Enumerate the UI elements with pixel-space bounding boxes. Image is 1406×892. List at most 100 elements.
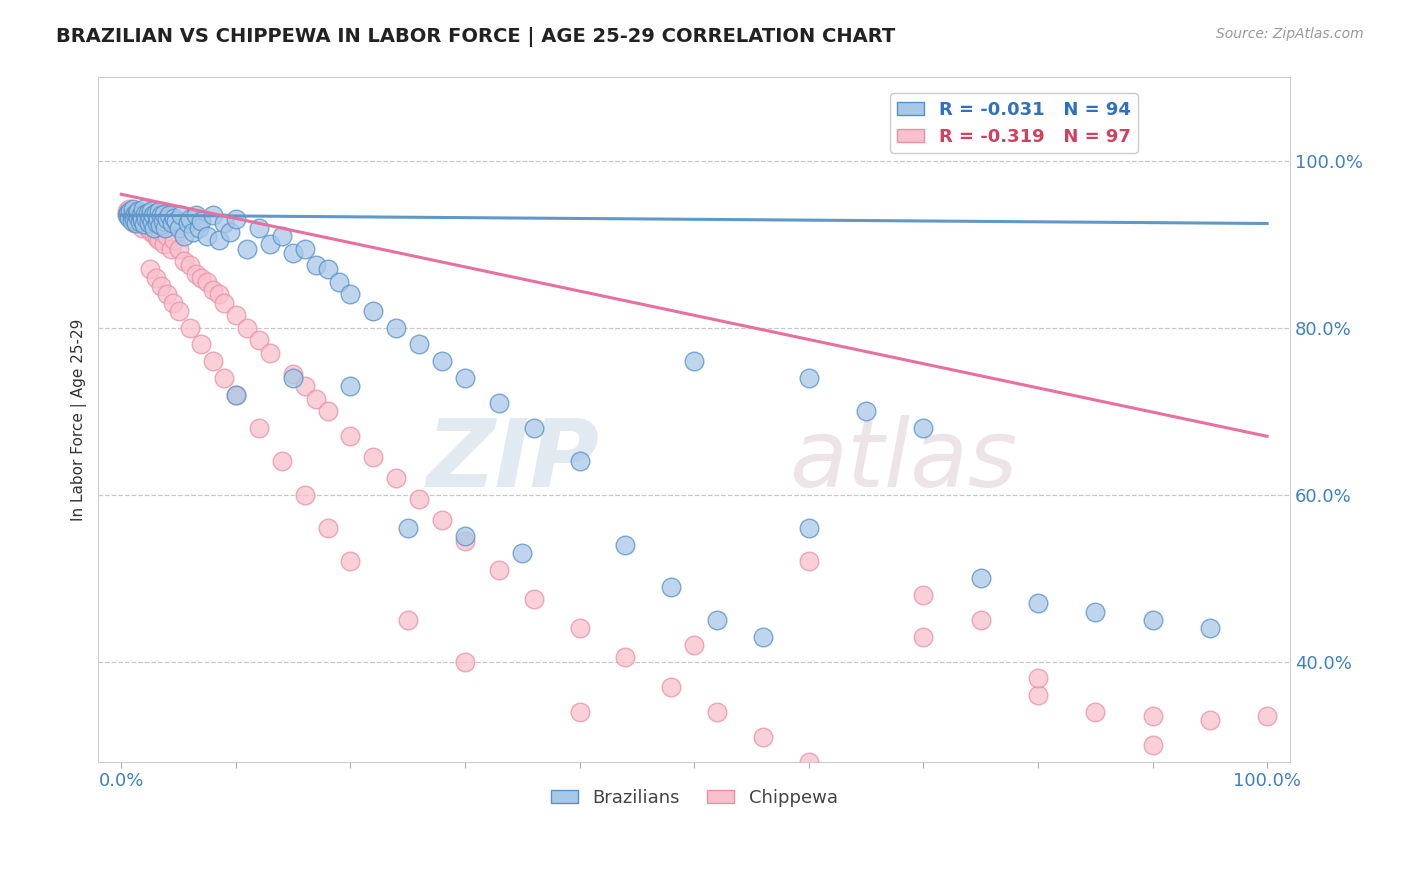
Point: [568, 621, 591, 635]
Point: [294, 488, 316, 502]
Point: [797, 755, 820, 769]
Point: [146, 217, 169, 231]
Point: [139, 204, 162, 219]
Point: [134, 205, 156, 219]
Point: [179, 320, 201, 334]
Point: [208, 287, 231, 301]
Point: [683, 638, 706, 652]
Point: [363, 450, 385, 465]
Point: [139, 210, 162, 224]
Point: [225, 387, 247, 401]
Point: [339, 429, 361, 443]
Text: Source: ZipAtlas.com: Source: ZipAtlas.com: [1216, 27, 1364, 41]
Point: [163, 233, 186, 247]
Point: [127, 204, 149, 219]
Point: [121, 212, 143, 227]
Point: [797, 371, 820, 385]
Point: [214, 295, 236, 310]
Point: [797, 521, 820, 535]
Point: [132, 212, 155, 227]
Text: ZIP: ZIP: [426, 415, 599, 507]
Point: [1084, 605, 1107, 619]
Point: [142, 208, 165, 222]
Point: [316, 521, 339, 535]
Point: [270, 229, 292, 244]
Point: [134, 217, 156, 231]
Point: [134, 217, 156, 231]
Point: [201, 354, 224, 368]
Point: [408, 491, 430, 506]
Point: [121, 202, 143, 217]
Point: [152, 207, 174, 221]
Point: [139, 262, 162, 277]
Point: [912, 588, 935, 602]
Point: [117, 208, 139, 222]
Point: [129, 207, 152, 221]
Point: [614, 538, 637, 552]
Point: [146, 230, 169, 244]
Point: [281, 371, 304, 385]
Point: [183, 225, 205, 239]
Point: [142, 220, 165, 235]
Point: [139, 214, 162, 228]
Point: [1026, 596, 1049, 610]
Point: [247, 220, 270, 235]
Point: [523, 421, 546, 435]
Point: [363, 304, 385, 318]
Point: [855, 772, 877, 786]
Point: [127, 208, 149, 222]
Point: [454, 529, 477, 543]
Point: [120, 204, 142, 219]
Point: [136, 211, 159, 225]
Point: [121, 208, 143, 222]
Point: [454, 371, 477, 385]
Point: [122, 217, 145, 231]
Point: [156, 212, 179, 227]
Point: [236, 320, 259, 334]
Point: [162, 295, 184, 310]
Point: [143, 227, 166, 242]
Point: [752, 730, 775, 744]
Point: [125, 204, 148, 219]
Point: [339, 287, 361, 301]
Y-axis label: In Labor Force | Age 25-29: In Labor Force | Age 25-29: [72, 318, 87, 521]
Point: [225, 308, 247, 322]
Point: [208, 233, 231, 247]
Legend: Brazilians, Chippewa: Brazilians, Chippewa: [544, 782, 845, 814]
Point: [145, 205, 167, 219]
Point: [127, 210, 149, 224]
Point: [179, 212, 201, 227]
Point: [339, 379, 361, 393]
Point: [146, 212, 169, 227]
Point: [236, 242, 259, 256]
Point: [568, 705, 591, 719]
Point: [510, 546, 533, 560]
Point: [270, 454, 292, 468]
Point: [214, 217, 236, 231]
Point: [259, 346, 281, 360]
Point: [1198, 621, 1220, 635]
Point: [117, 205, 139, 219]
Point: [159, 242, 181, 256]
Point: [128, 215, 150, 229]
Point: [163, 211, 186, 225]
Point: [156, 287, 179, 301]
Point: [134, 207, 156, 221]
Point: [797, 554, 820, 568]
Point: [1142, 709, 1164, 723]
Point: [179, 258, 201, 272]
Point: [143, 220, 166, 235]
Point: [683, 354, 706, 368]
Point: [408, 337, 430, 351]
Point: [219, 225, 242, 239]
Point: [188, 220, 211, 235]
Point: [118, 211, 141, 225]
Point: [659, 680, 682, 694]
Point: [195, 275, 218, 289]
Point: [385, 471, 408, 485]
Point: [259, 237, 281, 252]
Point: [148, 233, 170, 247]
Point: [1026, 688, 1049, 702]
Point: [659, 580, 682, 594]
Point: [706, 705, 728, 719]
